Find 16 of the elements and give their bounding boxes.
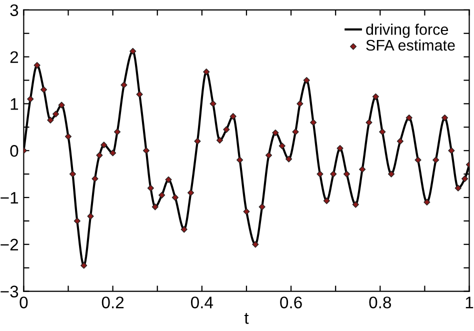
y-tick-label: 1 [10,98,18,110]
y-tick-label: −1 [0,192,18,204]
x-tick-label: 0.4 [190,296,214,308]
legend-label: SFA estimate [366,39,455,51]
y-tick-label: 2 [10,51,18,63]
y-tick-label: −2 [0,238,18,250]
y-tick-label: 0 [10,145,18,157]
legend-label: driving force [366,24,448,38]
x-tick-label: 0 [20,296,28,308]
y-tick-label: −3 [0,286,18,298]
x-tick-label: 0.6 [280,296,302,308]
x-tick-label: 1 [466,296,474,308]
x-tick-label: 0.2 [102,296,124,308]
y-tick-label: 3 [10,4,18,16]
x-axis-title: t [244,312,249,324]
x-tick-label: 0.8 [369,296,392,308]
